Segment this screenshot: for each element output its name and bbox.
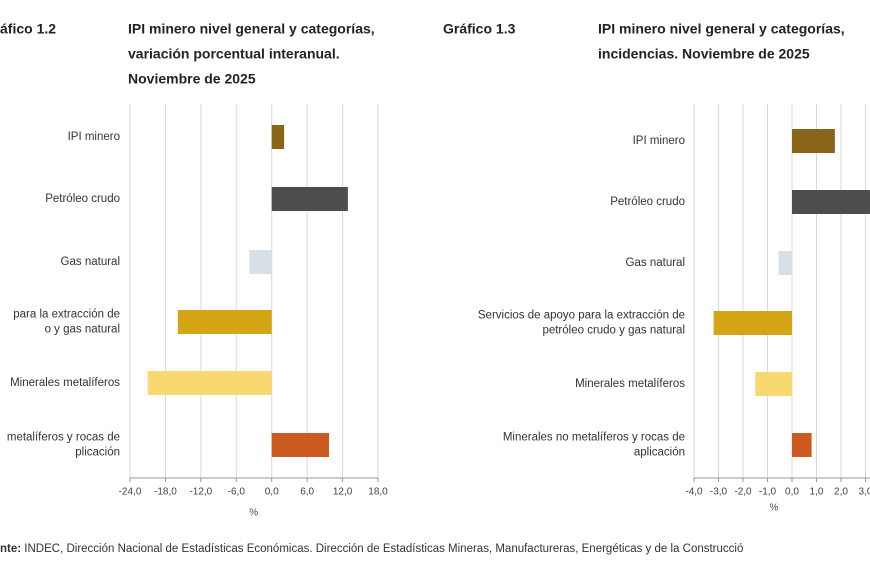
bar <box>713 311 792 335</box>
x-tick-label: -24,0 <box>119 487 142 498</box>
chart-title: incidencias. Noviembre de 2025 <box>598 46 810 62</box>
chart-title: variación porcentual interanual. <box>128 46 340 62</box>
x-tick-label: 3,0 <box>859 487 870 498</box>
category-label: Minerales metalíferos <box>10 377 120 389</box>
category-label: Gas natural <box>61 256 120 268</box>
category-label: Minerales metalíferos <box>575 378 685 390</box>
category-label: o y gas natural <box>45 324 120 336</box>
x-tick-label: -1,0 <box>759 487 777 498</box>
chart-title: Noviembre de 2025 <box>128 71 256 87</box>
category-label: Petróleo crudo <box>610 196 685 208</box>
chart-title: IPI minero nivel general y categorías, <box>128 21 375 37</box>
figure-label: áfico 1.2 <box>0 21 56 37</box>
x-tick-label: -3,0 <box>710 487 728 498</box>
x-tick-label: -18,0 <box>154 487 177 498</box>
x-tick-label: 1,0 <box>810 487 824 498</box>
category-label: aplicación <box>634 447 685 459</box>
figure-label: Gráfico 1.3 <box>443 21 516 37</box>
bar <box>792 190 870 214</box>
category-label: metalíferos y rocas de <box>7 432 120 444</box>
category-label: Gas natural <box>626 257 685 269</box>
bar <box>778 251 792 275</box>
x-axis-label: % <box>770 503 779 514</box>
x-tick-label: 0,0 <box>265 487 279 498</box>
category-label: Servicios de apoyo para la extracción de <box>478 310 685 322</box>
x-tick-label: 6,0 <box>300 487 314 498</box>
bar <box>792 433 812 457</box>
source: nte: INDEC, Dirección Nacional de Estadí… <box>0 543 743 555</box>
bar <box>792 129 835 153</box>
category-label: Minerales no metalíferos y rocas de <box>503 432 685 444</box>
x-tick-label: -6,0 <box>228 487 246 498</box>
category-label: para la extracción de <box>13 309 120 321</box>
x-tick-label: -2,0 <box>734 487 752 498</box>
x-tick-label: 18,0 <box>368 487 388 498</box>
category-label: Petróleo crudo <box>45 193 120 205</box>
bar <box>249 250 272 274</box>
bar <box>271 433 329 457</box>
x-tick-label: -4,0 <box>685 487 703 498</box>
chart-title: IPI minero nivel general y categorías, <box>598 21 845 37</box>
category-label: IPI minero <box>68 131 120 143</box>
category-label: IPI minero <box>633 135 685 147</box>
source-text: INDEC, Dirección Nacional de Estadística… <box>24 543 743 555</box>
bar <box>177 310 272 334</box>
source-label: nte: <box>0 543 21 555</box>
x-tick-label: 2,0 <box>834 487 848 498</box>
bar <box>271 125 285 149</box>
bar <box>271 187 348 211</box>
x-tick-label: 0,0 <box>785 487 799 498</box>
x-tick-label: 12,0 <box>333 487 353 498</box>
bar <box>147 371 272 395</box>
x-axis-label: % <box>249 508 258 519</box>
category-label: petróleo crudo y gas natural <box>542 325 685 337</box>
x-tick-label: -12,0 <box>189 487 212 498</box>
bar <box>755 372 792 396</box>
category-label: plicación <box>75 447 120 459</box>
